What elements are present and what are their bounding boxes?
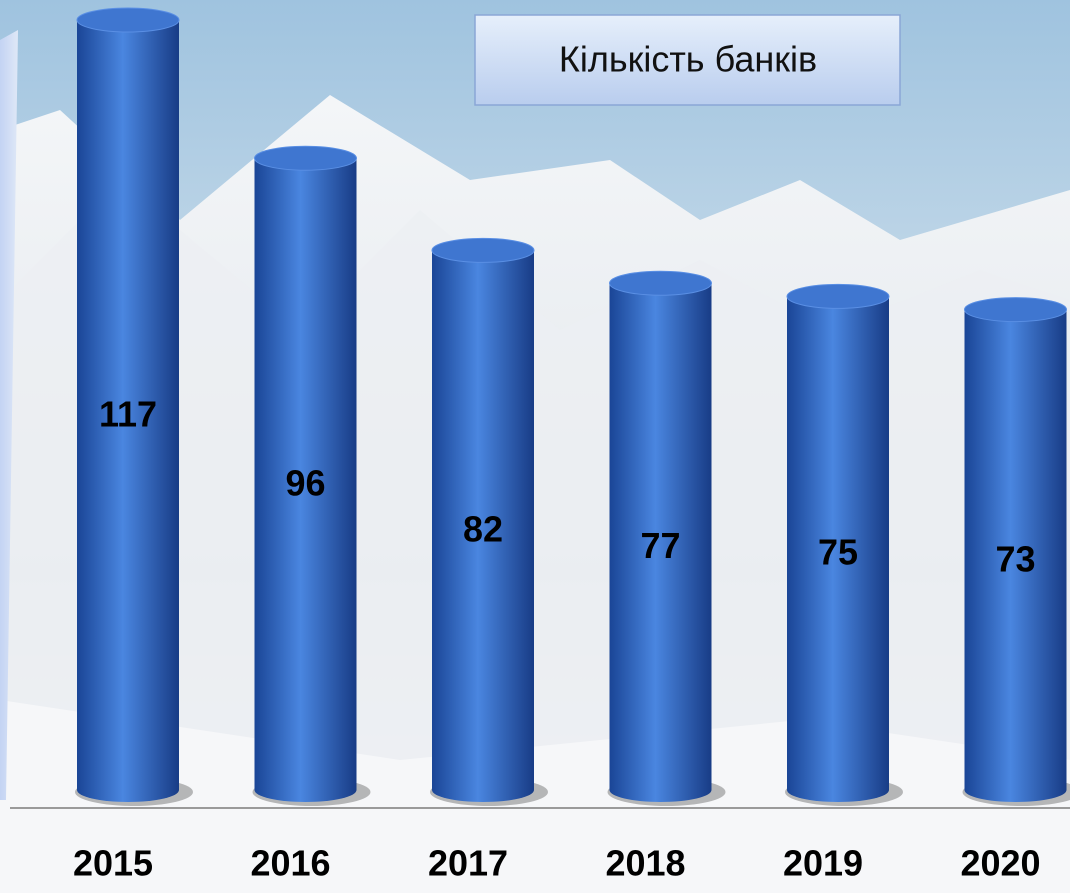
title-box: [474, 14, 901, 106]
bar: [77, 20, 179, 802]
bar-top: [609, 270, 712, 296]
bar-top: [76, 7, 180, 33]
bar-top: [254, 145, 357, 171]
x-tick-label: 2015: [73, 843, 153, 884]
bar: [609, 283, 712, 802]
x-tick-label: 2018: [605, 843, 685, 884]
value-label: 96: [285, 463, 325, 504]
bar: [254, 158, 357, 802]
bar-top: [431, 237, 535, 263]
value-label: 117: [99, 394, 157, 435]
value-label: 82: [463, 509, 503, 550]
chart-title: Кількість банків: [559, 39, 817, 80]
bar: [787, 296, 889, 802]
x-tick-label: 2020: [960, 843, 1040, 884]
x-tick-label: 2019: [783, 843, 863, 884]
bar-top: [786, 283, 890, 309]
x-tick-label: 2017: [428, 843, 508, 884]
value-label: 73: [995, 538, 1035, 579]
bar: [432, 250, 534, 803]
bar: [964, 309, 1067, 802]
value-label: 77: [640, 525, 680, 566]
bar-top: [964, 297, 1067, 323]
x-tick-label: 2016: [250, 843, 330, 884]
value-label: 75: [818, 532, 858, 573]
side-panel: [0, 30, 18, 800]
